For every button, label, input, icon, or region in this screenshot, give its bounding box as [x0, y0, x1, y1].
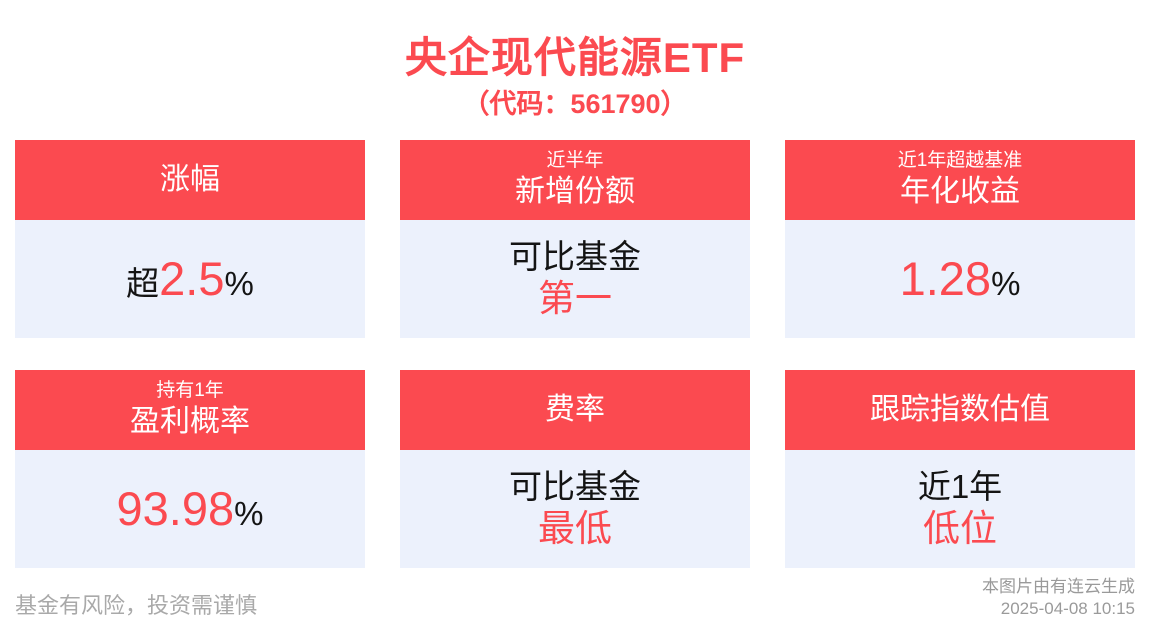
value-number: 93.98 [116, 482, 235, 536]
card-annualized-return: 近1年超越基准 年化收益 1.28 % [785, 140, 1135, 338]
card-new-shares: 近半年 新增份额 可比基金 第一 [400, 140, 750, 338]
metric-value: 1.28 % [900, 251, 1021, 306]
metric-value: 93.98 % [117, 481, 264, 536]
card-fee-rate-header: 费率 [400, 370, 750, 450]
metric-value: 超 2.5 % [126, 251, 254, 306]
generation-timestamp: 2025-04-08 10:15 [1000, 599, 1135, 619]
value-suffix: % [234, 495, 264, 533]
value-number: 2.5 [159, 252, 225, 306]
generator-credit: 本图片由有连云生成 [982, 577, 1135, 596]
card-profit-probability: 持有1年 盈利概率 93.98 % [15, 370, 365, 568]
card-header-qualifier: 近半年 [546, 150, 604, 172]
card-new-shares-header: 近半年 新增份额 [400, 140, 750, 220]
generator-info: 本图片由有连云生成 2025-04-08 10:15 [982, 576, 1135, 621]
card-profit-probability-body: 93.98 % [15, 450, 365, 568]
metric-context: 可比基金 [509, 467, 641, 505]
card-annualized-return-body: 1.28 % [785, 220, 1135, 338]
card-price-change-header: 涨幅 [15, 140, 365, 220]
card-header-label: 盈利概率 [130, 405, 250, 439]
metric-highlight: 最低 [538, 507, 612, 549]
card-index-valuation-body: 近1年 低位 [785, 450, 1135, 568]
metric-context: 近1年 [917, 467, 1003, 505]
card-header-qualifier: 近1年超越基准 [897, 150, 1023, 172]
metric-card-grid: 涨幅 超 2.5 % 近半年 新增份额 可比基金 第一 近1年超越基准 年化收益 [15, 140, 1135, 568]
card-header-label: 新增份额 [515, 175, 635, 209]
card-index-valuation-header: 跟踪指数估值 [785, 370, 1135, 450]
card-price-change: 涨幅 超 2.5 % [15, 140, 365, 338]
risk-disclaimer: 基金有风险，投资需谨慎 [15, 593, 258, 618]
value-number: 1.28 [899, 252, 992, 306]
card-fee-rate: 费率 可比基金 最低 [400, 370, 750, 568]
card-header-qualifier: 持有1年 [156, 380, 224, 402]
metric-context: 可比基金 [509, 237, 641, 275]
card-index-valuation: 跟踪指数估值 近1年 低位 [785, 370, 1135, 568]
card-annualized-return-header: 近1年超越基准 年化收益 [785, 140, 1135, 220]
card-header-label: 年化收益 [900, 175, 1020, 209]
value-prefix: 超 [126, 265, 160, 303]
fund-code: （代码：561790） [462, 89, 688, 119]
value-suffix: % [991, 265, 1021, 303]
card-price-change-body: 超 2.5 % [15, 220, 365, 338]
metric-highlight: 第一 [538, 277, 612, 319]
metric-highlight: 低位 [923, 507, 997, 549]
value-suffix: % [224, 265, 254, 303]
card-new-shares-body: 可比基金 第一 [400, 220, 750, 338]
page-title: 央企现代能源ETF [404, 34, 746, 81]
card-profit-probability-header: 持有1年 盈利概率 [15, 370, 365, 450]
card-fee-rate-body: 可比基金 最低 [400, 450, 750, 568]
card-header-label: 跟踪指数估值 [870, 393, 1050, 427]
card-header-label: 涨幅 [160, 163, 220, 197]
card-header-label: 费率 [545, 393, 605, 427]
